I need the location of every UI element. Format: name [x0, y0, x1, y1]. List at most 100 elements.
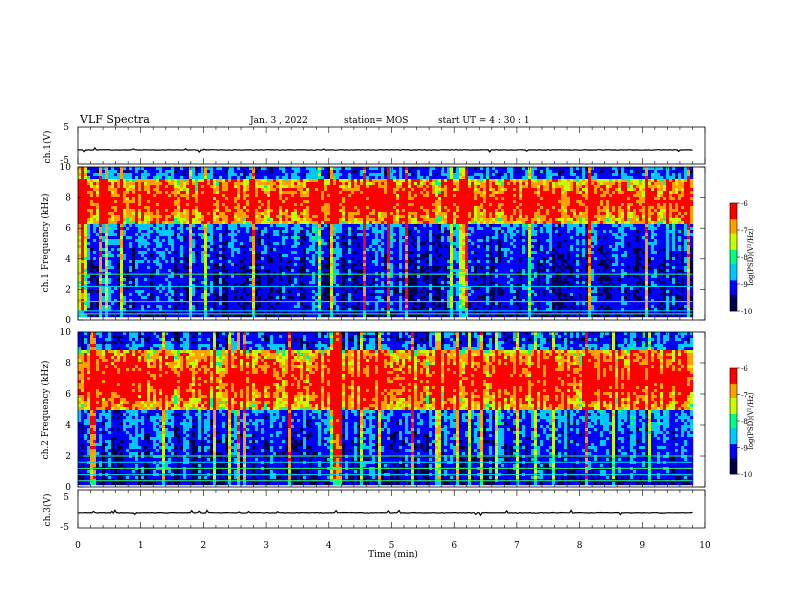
colorbar-cell: [730, 408, 737, 411]
colorbar-cell: [730, 260, 737, 263]
colorbar-cell: [730, 237, 737, 240]
start-ut-label: start UT = 4 : 30 : 1: [438, 116, 530, 126]
colorbar-tick-label: -6: [741, 200, 748, 208]
colorbar-tick-label: -9: [741, 445, 748, 453]
x-axis-label: Time (min): [368, 549, 418, 560]
colorbar-cell: [730, 251, 737, 254]
colorbar-cell: [730, 443, 737, 447]
ytick-label: 8: [65, 194, 71, 204]
colorbar-cell: [730, 253, 737, 256]
colorbar-cell: [730, 380, 737, 383]
colorbar-cell: [730, 303, 737, 306]
colorbar-tick-label: -10: [741, 308, 752, 316]
ch1-waveform-panel: 5 -5 ch.1(V): [42, 123, 706, 166]
colorbar-cell: [730, 376, 737, 379]
colorbar-cell: [730, 296, 737, 299]
x-tick-label: 7: [514, 541, 520, 551]
colorbar-cell: [730, 230, 737, 233]
colorbar-cell: [730, 383, 737, 386]
ytick-label: 6: [65, 390, 71, 400]
colorbar-cell: [730, 463, 737, 466]
colorbar-cell: [730, 466, 737, 469]
ch1-ylabel: ch.1(V): [42, 131, 53, 164]
colorbar-cell: [730, 280, 737, 283]
colorbar-cell: [730, 375, 737, 378]
colorbar-cell: [730, 273, 737, 276]
ch3-ytick-bottom: -5: [60, 523, 69, 533]
colorbar-cell: [730, 368, 737, 371]
colorbar-cell: [730, 231, 737, 234]
colorbar-cell: [730, 394, 737, 397]
colorbar-tick-label: -9: [741, 281, 748, 289]
colorbar-cell: [730, 412, 737, 415]
colorbar-cell: [730, 217, 737, 220]
colorbar-cell: [730, 445, 737, 448]
colorbar-cell: [730, 390, 737, 394]
colorbar-cell: [730, 433, 737, 436]
colorbar-cell: [730, 257, 737, 260]
colorbar-cell: [730, 399, 737, 402]
ch1-colorbar: -6 -7 -8 -9 -10 log(PSD)(V²/Hz): [729, 200, 755, 316]
colorbar-cell: [730, 222, 737, 225]
ch1-spectrogram-image: [78, 167, 694, 318]
colorbar-cell: [730, 278, 737, 281]
colorbar-cell: [730, 226, 737, 229]
ch1-ytick-bottom: -5: [60, 156, 69, 166]
colorbar-cell: [730, 387, 737, 390]
ch3-ytick-top: 5: [63, 493, 69, 503]
colorbar-cell: [730, 210, 737, 213]
colorbar-cell: [730, 461, 737, 464]
colorbar-cell: [730, 215, 737, 218]
colorbar-tick-label: -7: [741, 227, 748, 235]
colorbar-cell: [730, 435, 737, 438]
colorbar-cell: [730, 282, 737, 285]
colorbar-cell: [730, 228, 737, 231]
colorbar-cell: [730, 239, 737, 242]
ytick-label: 0: [65, 483, 71, 493]
colorbar-tick-label: -8: [741, 418, 748, 426]
colorbar-cell: [730, 396, 737, 399]
colorbar-cell: [730, 258, 737, 261]
colorbar-cell: [730, 287, 737, 290]
colorbar-tick-label: -7: [741, 392, 748, 400]
colorbar-cell: [730, 224, 737, 227]
ch3-waveform-panel: 5 -5 ch.3(V): [42, 489, 706, 533]
colorbar-cell: [730, 442, 737, 445]
colorbar-cell: [730, 298, 737, 301]
ytick-label: 4: [65, 421, 71, 431]
colorbar-cell: [730, 371, 737, 374]
ytick-label: 4: [65, 255, 71, 265]
colorbar-cell: [730, 249, 737, 252]
x-tick-label: 6: [451, 541, 457, 551]
colorbar-cell: [730, 294, 737, 297]
colorbar-cell: [730, 300, 737, 303]
colorbar-cell: [730, 208, 737, 211]
colorbar-cell: [730, 284, 737, 287]
colorbar-cell: [730, 421, 737, 424]
colorbar-cell: [730, 293, 737, 296]
colorbar-cell: [730, 262, 737, 265]
colorbar-cell: [730, 385, 737, 388]
date-label: Jan. 3 , 2022: [249, 116, 308, 126]
colorbar-cell: [730, 212, 737, 215]
x-tick-label: 8: [577, 541, 583, 551]
colorbar-cell: [730, 206, 737, 209]
ch1-freq-ylabel: ch.1 Frequency (kHz): [40, 194, 51, 293]
colorbar-cell: [730, 415, 737, 418]
colorbar-cell: [730, 369, 737, 372]
ytick-label: 10: [60, 328, 72, 338]
colorbar-cell: [730, 203, 737, 206]
colorbar-cell: [730, 419, 737, 422]
ch1-spectrogram-panel: 0 2 4 6 8 10 ch.1 Frequency (kHz): [40, 163, 706, 326]
x-tick-label: 9: [639, 541, 645, 551]
colorbar-cell: [730, 248, 737, 251]
ytick-label: 2: [65, 452, 71, 462]
colorbar-cell: [730, 398, 737, 401]
colorbar-cell: [730, 289, 737, 292]
colorbar-cell: [730, 233, 737, 236]
colorbar-cell: [730, 264, 737, 267]
ch2-freq-ylabel: ch.2 Frequency (kHz): [40, 361, 51, 460]
colorbar-cell: [730, 459, 737, 462]
colorbar-cell: [730, 392, 737, 395]
